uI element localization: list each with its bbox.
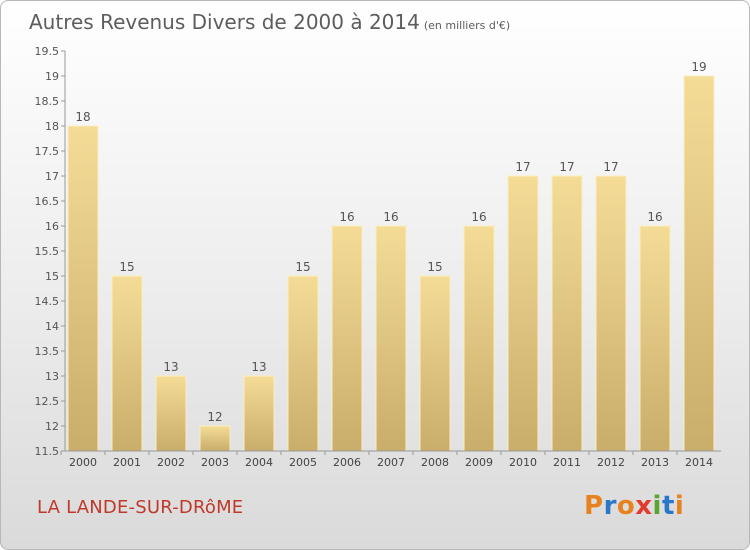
bar-2003: [199, 425, 231, 452]
y-tick-label-12: 12: [45, 420, 59, 433]
logo-letter: t: [661, 491, 675, 521]
y-tick-label-12.5: 12.5: [35, 395, 60, 408]
bar-2004: [243, 375, 275, 452]
data-label-2009: 16: [471, 210, 486, 224]
x-tick-label-2012: 2012: [597, 456, 625, 469]
bar-2006: [331, 225, 363, 452]
data-label-2007: 16: [383, 210, 398, 224]
data-label-2011: 17: [559, 160, 574, 174]
y-tick-label-15.5: 15.5: [35, 245, 60, 258]
x-tick-label-2000: 2000: [69, 456, 97, 469]
axes-group: 2000 2001 2002 2003 2004 2005 2006 2007 2008 2009…: [35, 45, 721, 469]
data-label-2014: 19: [691, 60, 706, 74]
bar-2014: [683, 75, 715, 452]
bar-2007: [375, 225, 407, 452]
x-tick-label-2003: 2003: [201, 456, 229, 469]
y-tick-label-16.5: 16.5: [35, 195, 60, 208]
logo-letter: o: [616, 491, 636, 521]
data-label-2008: 15: [427, 260, 442, 274]
chart-title-text: Autres Revenus Divers de 2000 à 2014: [29, 10, 420, 34]
x-tick-label-2004: 2004: [245, 456, 273, 469]
x-tick-label-2007: 2007: [377, 456, 405, 469]
chart-title: Autres Revenus Divers de 2000 à 2014 (en …: [29, 10, 510, 34]
commune-name: LA LANDE-SUR-DRôME: [37, 497, 244, 518]
x-tick-label-2002: 2002: [157, 456, 185, 469]
y-tick-label-16: 16: [45, 220, 59, 233]
y-tick-label-17: 17: [45, 170, 59, 183]
y-tick-label-17.5: 17.5: [35, 145, 60, 158]
y-tick-label-13.5: 13.5: [35, 345, 60, 358]
y-tick-label-18: 18: [45, 120, 59, 133]
bars-group: 18 15 13 12 13 15 16 16 15 16 17 17 17 16 19: [67, 60, 715, 452]
y-tick-label-19.5: 19.5: [35, 45, 60, 58]
x-tick-label-2013: 2013: [641, 456, 669, 469]
bar-2002: [155, 375, 187, 452]
logo-letter: x: [635, 491, 653, 521]
logo-letter: i: [652, 491, 662, 521]
chart-unit: (en milliers d'€): [423, 19, 511, 32]
bar-2011: [551, 175, 583, 452]
bar-2005: [287, 275, 319, 452]
y-tick-label-19: 19: [45, 70, 59, 83]
bar-2012: [595, 175, 627, 452]
data-label-2000: 18: [75, 110, 90, 124]
x-tick-label-2009: 2009: [465, 456, 493, 469]
bar-2013: [639, 225, 671, 452]
logo-letter: P: [584, 491, 604, 521]
data-label-2013: 16: [647, 210, 662, 224]
data-label-2010: 17: [515, 160, 530, 174]
x-tick-label-2014: 2014: [685, 456, 713, 469]
x-tick-label-2005: 2005: [289, 456, 317, 469]
bar-2009: [463, 225, 495, 452]
bar-2010: [507, 175, 539, 452]
y-tick-label-11.5: 11.5: [35, 445, 60, 458]
y-tick-label-15: 15: [45, 270, 59, 283]
y-tick-label-18.5: 18.5: [35, 95, 60, 108]
data-label-2012: 17: [603, 160, 618, 174]
data-label-2005: 15: [295, 260, 310, 274]
data-label-2006: 16: [339, 210, 354, 224]
logo-letter: r: [603, 491, 617, 521]
x-tick-label-2001: 2001: [113, 456, 141, 469]
proxiti-logo: Proxiti: [584, 491, 684, 521]
bar-2001: [111, 275, 143, 452]
y-tick-label-13: 13: [45, 370, 59, 383]
x-tick-label-2010: 2010: [509, 456, 537, 469]
bar-2008: [419, 275, 451, 452]
data-label-2002: 13: [163, 360, 178, 374]
bar-2000: [67, 125, 99, 452]
logo-letter: i: [674, 491, 685, 521]
data-label-2004: 13: [251, 360, 266, 374]
x-tick-label-2008: 2008: [421, 456, 449, 469]
data-label-2003: 12: [207, 410, 222, 424]
y-tick-label-14: 14: [45, 320, 59, 333]
x-tick-label-2011: 2011: [553, 456, 581, 469]
data-label-2001: 15: [119, 260, 134, 274]
y-tick-label-14.5: 14.5: [35, 295, 60, 308]
x-tick-label-2006: 2006: [333, 456, 361, 469]
